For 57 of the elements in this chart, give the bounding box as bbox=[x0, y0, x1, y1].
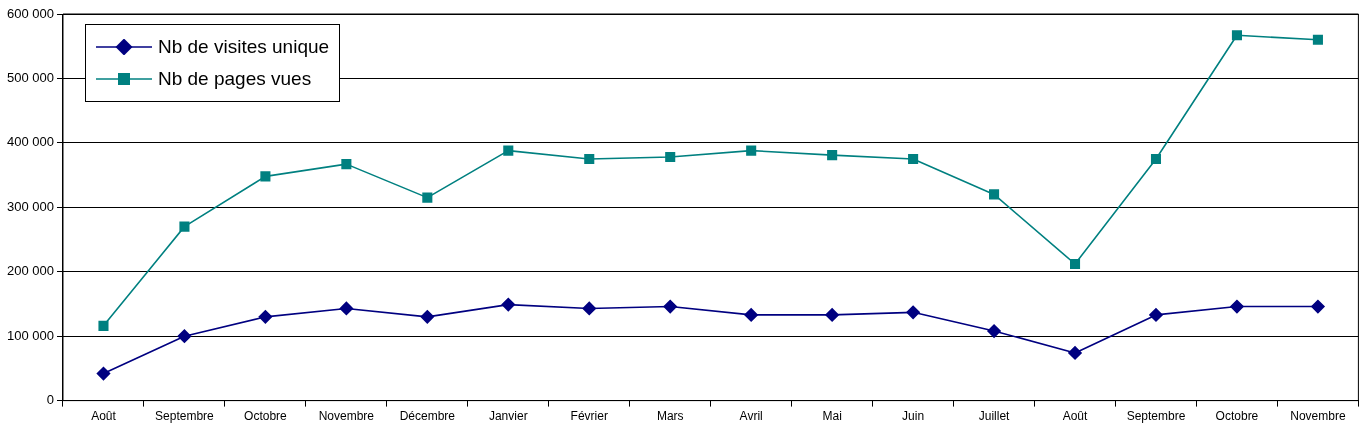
legend-label: Nb de visites unique bbox=[157, 35, 330, 59]
point bbox=[989, 189, 1000, 200]
point bbox=[98, 320, 109, 331]
x-tick-label: Avril bbox=[739, 409, 763, 424]
x-tick-label: Novembre bbox=[1290, 409, 1346, 424]
point bbox=[177, 329, 192, 343]
x-tick-label: Septembre bbox=[1126, 409, 1186, 424]
point bbox=[260, 171, 271, 182]
y-tick-label: 200 000 bbox=[6, 263, 54, 279]
point bbox=[825, 308, 839, 322]
x-tick-label: Février bbox=[570, 409, 608, 424]
x-tick-label: Décembre bbox=[399, 409, 456, 424]
x-tick-label: Octobre bbox=[1215, 409, 1259, 424]
point bbox=[1149, 308, 1163, 322]
point bbox=[96, 366, 111, 381]
point bbox=[179, 221, 190, 232]
point bbox=[341, 159, 352, 170]
point bbox=[827, 150, 838, 161]
point bbox=[1311, 299, 1325, 314]
point bbox=[908, 153, 919, 165]
point bbox=[503, 145, 514, 156]
point bbox=[1231, 30, 1242, 41]
point bbox=[665, 152, 676, 163]
point bbox=[582, 301, 597, 316]
point bbox=[987, 324, 1001, 338]
x-tick-label: Octobre bbox=[244, 409, 288, 424]
y-tick-label: 300 000 bbox=[6, 198, 54, 214]
point bbox=[1068, 346, 1082, 360]
point bbox=[422, 192, 433, 203]
point bbox=[746, 145, 757, 156]
x-tick-label: Septembre bbox=[155, 409, 215, 424]
point bbox=[584, 153, 595, 165]
x-tick-label: Juillet bbox=[978, 409, 1011, 424]
point bbox=[1230, 299, 1244, 314]
point bbox=[906, 305, 920, 320]
x-tick-label: Août bbox=[91, 409, 117, 424]
y-tick-label: 0 bbox=[46, 392, 54, 408]
x-tick-label: Janvier bbox=[488, 409, 528, 424]
x-tick-label: Novembre bbox=[318, 409, 375, 424]
point bbox=[420, 310, 435, 324]
point bbox=[663, 299, 678, 314]
point bbox=[1069, 258, 1081, 270]
point bbox=[1150, 153, 1162, 165]
point bbox=[744, 308, 758, 322]
y-tick-label: 600 000 bbox=[6, 5, 54, 21]
y-tick-label: 100 000 bbox=[6, 327, 54, 343]
x-tick-label: Juin bbox=[902, 409, 925, 424]
y-tick-label: 500 000 bbox=[6, 70, 54, 86]
point bbox=[258, 310, 273, 324]
y-tick-label: 400 000 bbox=[6, 134, 54, 150]
x-tick-label: Août bbox=[1062, 409, 1089, 424]
point bbox=[339, 301, 354, 316]
x-tick-label: Mars bbox=[656, 409, 684, 424]
point bbox=[1312, 34, 1323, 45]
x-tick-label: Mai bbox=[822, 409, 842, 424]
legend-label: Nb de pages vues bbox=[157, 67, 312, 91]
point bbox=[501, 297, 516, 312]
